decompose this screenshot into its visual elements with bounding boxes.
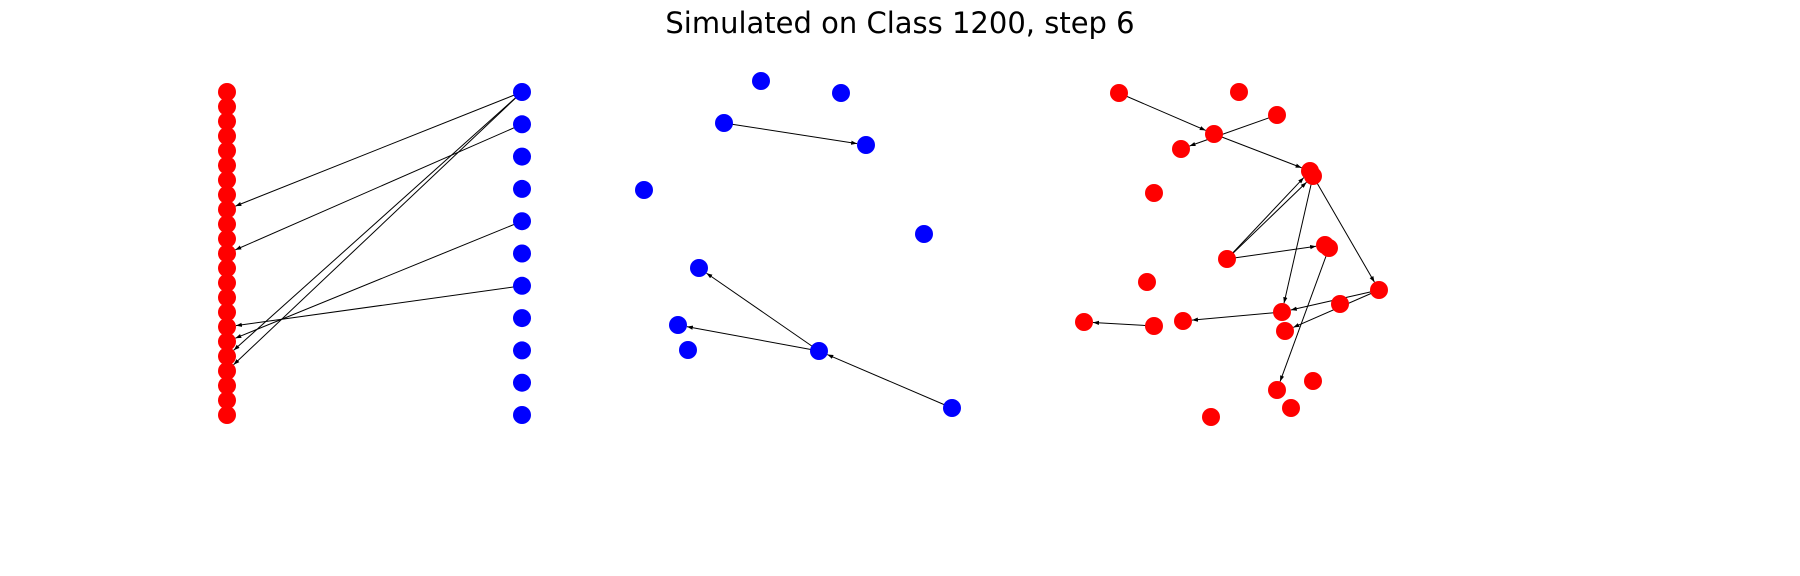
red-node	[218, 141, 236, 160]
red-graph-node	[1174, 312, 1192, 330]
red-graph-node	[1145, 317, 1163, 335]
red-graph-node	[1145, 184, 1163, 202]
blue-graph-edges	[686, 122, 953, 409]
red-graph-node	[1331, 295, 1349, 313]
blue-node	[513, 244, 531, 263]
red-node	[218, 200, 236, 219]
red-node	[218, 244, 236, 263]
bipartite-edge-arrow	[235, 285, 523, 327]
blue-graph-node	[810, 342, 828, 360]
bipartite-edge-arrow	[235, 123, 523, 251]
red-node	[218, 127, 236, 146]
red-graph-node	[1230, 83, 1248, 101]
bipartite-edge-arrow	[233, 91, 523, 351]
red-graph-node	[1282, 399, 1300, 417]
figure-title: Simulated on Class 1200, step 6	[665, 6, 1135, 40]
blue-graph-nodes	[635, 72, 961, 417]
red-graph-edge-arrow	[1213, 133, 1302, 169]
blue-graph-node	[752, 72, 770, 90]
blue-node	[513, 212, 531, 231]
blue-graph-node	[857, 136, 875, 154]
red-node	[218, 112, 236, 131]
blue-node	[513, 276, 531, 295]
red-graph-edge-arrow	[1312, 175, 1375, 283]
blue-node	[513, 147, 531, 166]
red-graph-edges	[1092, 92, 1380, 382]
red-node	[218, 97, 236, 116]
red-graph-node	[1320, 239, 1338, 257]
blue-node	[513, 406, 531, 424]
red-graph-edge-arrow	[1118, 92, 1206, 131]
red-graph-edge-arrow	[1226, 177, 1305, 260]
red-node	[218, 185, 236, 204]
red-node	[218, 317, 236, 336]
blue-node	[513, 309, 531, 328]
red-graph-node	[1218, 250, 1236, 268]
red-graph-node	[1202, 408, 1220, 426]
blue-node	[513, 115, 531, 134]
red-graph-node	[1273, 303, 1291, 321]
bipartite-edges	[233, 91, 523, 366]
blue-graph-node	[915, 225, 933, 243]
red-node	[218, 406, 236, 424]
red-graph-edge-arrow	[1283, 175, 1314, 304]
red-graph-edge-arrow	[1226, 245, 1317, 260]
red-node	[218, 171, 236, 190]
red-graph-node	[1268, 381, 1286, 399]
blue-node	[513, 341, 531, 360]
red-graph-node	[1370, 281, 1388, 299]
red-graph-nodes	[1075, 83, 1388, 426]
blue-node	[513, 83, 531, 101]
blue-graph-edge-arrow	[686, 325, 820, 352]
blue-graph-edge-arrow	[827, 354, 953, 409]
bipartite-edge-arrow	[235, 220, 523, 339]
red-graph-edge-arrow	[1189, 114, 1278, 147]
red-graph-node	[1304, 167, 1322, 185]
blue-node	[513, 179, 531, 198]
red-graph-node	[1138, 273, 1156, 291]
blue-graph-node	[832, 84, 850, 102]
red-graph-node	[1075, 313, 1093, 331]
red-graph-node	[1110, 84, 1128, 102]
red-graph-node	[1276, 322, 1294, 340]
red-graph-edge-arrow	[1191, 311, 1283, 322]
blue-graph-node	[669, 316, 687, 334]
blue-graph-edge-arrow	[723, 122, 858, 145]
blue-node	[513, 373, 531, 392]
red-node	[218, 391, 236, 410]
red-node	[218, 259, 236, 278]
red-graph-node	[1268, 106, 1286, 124]
red-graph-edge-arrow	[1092, 320, 1155, 327]
red-graph-edge-arrow	[1279, 247, 1330, 382]
blue-graph-node	[943, 399, 961, 417]
blue-graph-panel	[635, 72, 961, 417]
red-node	[218, 361, 236, 380]
blue-graph-edge-arrow	[706, 272, 820, 352]
red-graph-edge-arrow	[1226, 181, 1307, 260]
red-node	[218, 303, 236, 322]
blue-graph-node	[715, 114, 733, 132]
red-node	[218, 156, 236, 175]
red-node	[218, 83, 236, 101]
red-node	[218, 215, 236, 234]
red-node	[218, 229, 236, 248]
bipartite-graph-panel	[218, 83, 531, 424]
bipartite-edge-arrow	[233, 91, 523, 366]
red-node	[218, 376, 236, 395]
bipartite-edge-arrow	[235, 91, 523, 207]
red-node	[218, 347, 236, 366]
blue-graph-node	[690, 259, 708, 277]
red-graph-node	[1205, 125, 1223, 143]
blue-graph-node	[635, 181, 653, 199]
bipartite-blue-nodes	[513, 83, 531, 424]
red-graph-node	[1304, 372, 1322, 390]
red-node	[218, 273, 236, 292]
red-node	[218, 288, 236, 307]
blue-graph-node	[679, 341, 697, 359]
red-node	[218, 332, 236, 351]
bipartite-red-nodes	[218, 83, 236, 424]
red-graph-panel	[1075, 83, 1388, 426]
red-graph-node	[1172, 140, 1190, 158]
